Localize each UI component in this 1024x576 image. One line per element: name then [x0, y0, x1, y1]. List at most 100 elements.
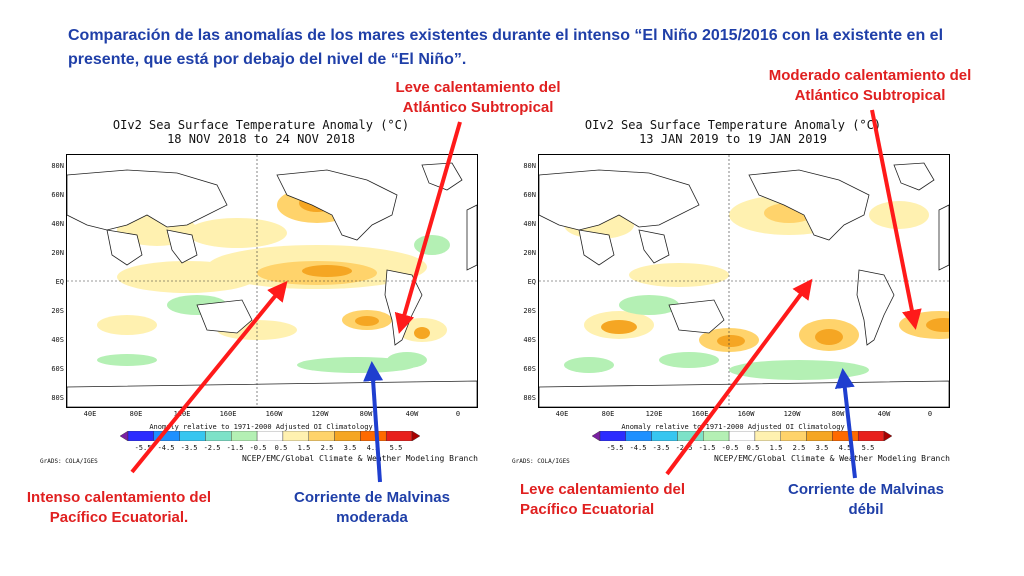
colorbar-label: -3.5: [652, 444, 670, 452]
lon-label: 40E: [555, 410, 569, 418]
warm-anomaly-areas: [564, 195, 949, 352]
branch-credit: NCEP/EMC/Global Climate & Weather Modeli…: [713, 454, 950, 463]
lon-label: 40W: [877, 410, 891, 418]
colorbar-label: 3.5: [815, 444, 829, 452]
sst-map-panel-left: OIv2 Sea Surface Temperature Anomaly (°C…: [40, 112, 482, 472]
colorbar-label: 2.5: [320, 444, 334, 452]
lon-label: 80E: [601, 410, 615, 418]
colorbar-swatch: [256, 431, 284, 441]
colorbar-swatch: [282, 431, 309, 441]
lon-label: 0: [455, 410, 461, 418]
lat-label: 80S: [51, 394, 64, 402]
annotation-left-pacific: Intenso calentamiento del Pacífico Ecuat…: [26, 489, 212, 526]
colorbar-labels: -5.5 -4.5 -3.5 -2.5 -1.5 -0.5 0.5 1.5 2.…: [120, 444, 420, 454]
colorbar-labels: -5.5 -4.5 -3.5 -2.5 -1.5 -0.5 0.5 1.5 2.…: [592, 444, 892, 454]
colorbar-swatch: [231, 431, 258, 441]
lon-label: 80W: [359, 410, 373, 418]
colorbar-label: 0.5: [274, 444, 288, 452]
grads-credit: GrADS: COLA/IGES: [512, 458, 570, 465]
lon-label: 80W: [831, 410, 845, 418]
colorbar-label: 4.5: [838, 444, 852, 452]
grads-credit: GrADS: COLA/IGES: [40, 458, 98, 465]
colorbar-label: 0.5: [746, 444, 760, 452]
colorbar-swatch: [651, 431, 678, 441]
colorbar-label: 2.5: [792, 444, 806, 452]
colorbar-swatch: [806, 431, 833, 441]
lat-label: 20N: [51, 249, 64, 257]
colorbar-label: -2.5: [675, 444, 693, 452]
lat-label: 60N: [51, 191, 64, 199]
colorbar-label: -2.5: [203, 444, 221, 452]
lat-label: 40S: [51, 336, 64, 344]
lat-label: 20S: [51, 307, 64, 315]
colorbar-swatch: [754, 431, 781, 441]
anomaly-note: Anomaly relative to 1971-2000 Adjusted O…: [621, 423, 845, 431]
colorbar-label: -5.5: [606, 444, 624, 452]
lon-label: 40W: [405, 410, 419, 418]
colorbar-label: -1.5: [698, 444, 716, 452]
lon-label: 160W: [265, 410, 283, 418]
colorbar-label: 1.5: [297, 444, 311, 452]
lat-label: 20S: [523, 307, 536, 315]
lon-label: 120W: [783, 410, 801, 418]
lon-label: 120E: [645, 410, 663, 418]
colorbar-swatch: [360, 431, 387, 441]
annotation-right-atlantic: Moderado calentamiento del Atlántico Sub…: [768, 67, 972, 104]
colorbar-label: 3.5: [343, 444, 357, 452]
colorbar-swatch: [127, 431, 155, 441]
colorbar-swatch: [308, 431, 335, 441]
lat-label: 40S: [523, 336, 536, 344]
colorbar-swatch: [153, 431, 180, 441]
lat-label: 60S: [51, 365, 64, 373]
anomaly-note: Anomaly relative to 1971-2000 Adjusted O…: [149, 423, 373, 431]
page-heading: Comparación de las anomalías de los mare…: [68, 27, 944, 68]
lon-label: 160E: [691, 410, 709, 418]
lat-label: EQ: [527, 278, 536, 286]
colorbar-label: -4.5: [157, 444, 175, 452]
anomaly-map-graphic: [67, 155, 477, 407]
anomaly-map-graphic: [539, 155, 949, 407]
lat-label: EQ: [55, 278, 64, 286]
colorbar-swatch: [625, 431, 652, 441]
colorbar-swatch: [599, 431, 627, 441]
colorbar-label: -3.5: [180, 444, 198, 452]
colorbar-label: 1.5: [769, 444, 783, 452]
colorbar: [592, 431, 892, 441]
colorbar-label: -0.5: [249, 444, 267, 452]
colorbar-swatch: [179, 431, 206, 441]
lon-label: 40E: [83, 410, 97, 418]
lon-label: 160W: [737, 410, 755, 418]
colorbar-swatch: [205, 431, 232, 441]
colorbar-label: -4.5: [629, 444, 647, 452]
lon-label: 80E: [129, 410, 143, 418]
colorbar-end-high: [883, 431, 892, 441]
colorbar-label: 4.5: [366, 444, 380, 452]
colorbar: [120, 431, 420, 441]
lat-label: 20N: [523, 249, 536, 257]
annotation-right-pacific: Leve calentamiento del Pacífico Ecuatori…: [520, 481, 686, 518]
colorbar-label: -0.5: [721, 444, 739, 452]
lat-label: 40N: [523, 220, 536, 228]
colorbar-swatch: [857, 431, 885, 441]
map-title: OIv2 Sea Surface Temperature Anomaly (°C…: [112, 118, 410, 132]
colorbar-label: 5.5: [861, 444, 875, 452]
anomaly-map: [66, 154, 478, 408]
lat-label: 80S: [523, 394, 536, 402]
lat-label: 80N: [51, 162, 64, 170]
map-title: OIv2 Sea Surface Temperature Anomaly (°C…: [584, 118, 882, 132]
colorbar-label: 5.5: [389, 444, 403, 452]
lon-label: 120W: [311, 410, 329, 418]
lat-label: 60S: [523, 365, 536, 373]
branch-credit: NCEP/EMC/Global Climate & Weather Modeli…: [241, 454, 478, 463]
colorbar-end-low: [592, 431, 601, 441]
colorbar-swatch: [703, 431, 730, 441]
lat-label: 60N: [523, 191, 536, 199]
colorbar-label: -1.5: [226, 444, 244, 452]
colorbar-swatch: [385, 431, 413, 441]
lon-label: 0: [927, 410, 933, 418]
lon-label: 120E: [173, 410, 191, 418]
map-dates: 18 NOV 2018 to 24 NOV 2018: [167, 132, 355, 146]
lat-label: 80N: [523, 162, 536, 170]
colorbar-swatch: [334, 431, 361, 441]
sst-map-panel-right: OIv2 Sea Surface Temperature Anomaly (°C…: [512, 112, 954, 472]
